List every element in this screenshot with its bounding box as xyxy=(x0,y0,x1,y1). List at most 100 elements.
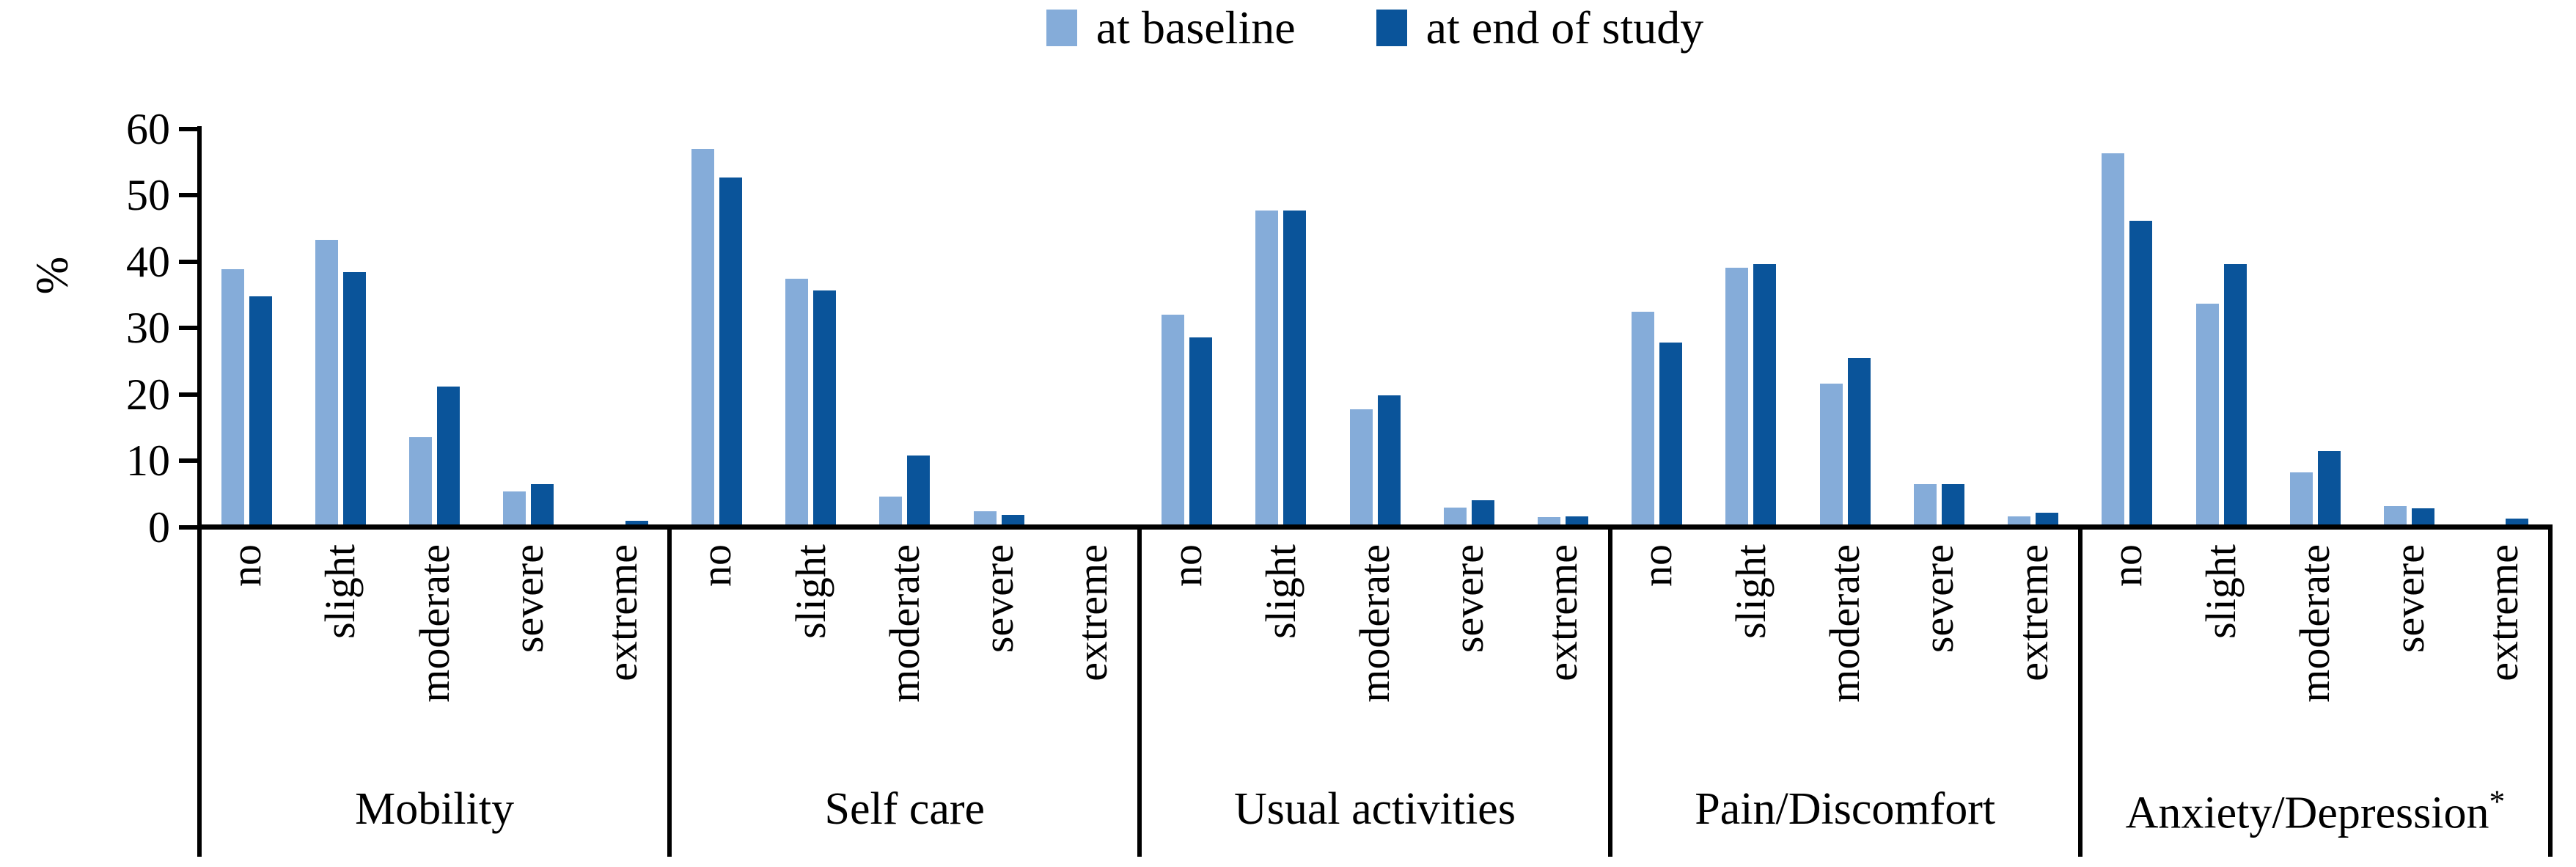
x-axis-line xyxy=(197,524,2553,530)
y-tick-mark xyxy=(179,458,199,463)
bar-pain-discomfort-slight-at-end-of-study xyxy=(1753,264,1777,524)
level-label-pain-discomfort-severe: severe xyxy=(1915,544,1963,654)
bar-self-care-moderate-at-end-of-study xyxy=(907,455,931,524)
bar-self-care-slight-at-end-of-study xyxy=(813,290,837,524)
level-label-pain-discomfort-slight: slight xyxy=(1726,544,1775,639)
level-label-usual-activities-severe: severe xyxy=(1445,544,1493,654)
bar-usual-activities-extreme-at-end-of-study xyxy=(1565,516,1588,524)
level-label-pain-discomfort-extreme: extreme xyxy=(2008,544,2057,681)
bar-usual-activities-slight-at-end-of-study xyxy=(1283,210,1307,524)
y-tick-mark xyxy=(179,326,199,330)
y-tick-label-20: 20 xyxy=(126,370,170,419)
bar-self-care-no-at-end-of-study xyxy=(719,177,742,524)
group-divider xyxy=(1137,524,1142,857)
bar-anxiety-depression-moderate-at-baseline xyxy=(2289,472,2313,524)
bar-anxiety-depression-severe-at-end-of-study xyxy=(2412,508,2435,524)
level-label-self-care-severe: severe xyxy=(975,544,1023,654)
level-label-pain-discomfort-moderate: moderate xyxy=(1821,544,1869,703)
bar-usual-activities-no-at-end-of-study xyxy=(1189,337,1213,524)
bar-mobility-slight-at-baseline xyxy=(315,239,338,524)
level-label-usual-activities-no: no xyxy=(1162,544,1211,587)
level-label-anxiety-depression-severe: severe xyxy=(2385,544,2433,654)
group-divider xyxy=(1607,524,1612,857)
y-axis-line xyxy=(197,126,202,530)
level-label-mobility-severe: severe xyxy=(504,544,552,654)
legend-item-end-of-study: at end of study xyxy=(1376,1,1704,54)
bar-pain-discomfort-no-at-end-of-study xyxy=(1659,343,1683,524)
level-label-self-care-slight: slight xyxy=(786,544,834,639)
level-label-mobility-slight: slight xyxy=(316,544,364,639)
bar-pain-discomfort-slight-at-baseline xyxy=(1725,267,1749,524)
bar-pain-discomfort-extreme-at-end-of-study xyxy=(2036,512,2059,524)
bar-anxiety-depression-no-at-baseline xyxy=(2102,153,2125,524)
legend-swatch-end-of-study-icon xyxy=(1376,10,1407,46)
level-label-usual-activities-slight: slight xyxy=(1256,544,1304,639)
bar-pain-discomfort-severe-at-end-of-study xyxy=(1941,483,1964,524)
level-label-mobility-extreme: extreme xyxy=(598,544,647,681)
bar-mobility-no-at-baseline xyxy=(221,269,244,524)
bar-pain-discomfort-severe-at-baseline xyxy=(1913,483,1937,524)
level-label-mobility-no: no xyxy=(222,544,271,587)
legend-label-end-of-study: at end of study xyxy=(1425,1,1704,54)
y-tick-label-30: 30 xyxy=(126,304,170,352)
bar-pain-discomfort-moderate-at-end-of-study xyxy=(1847,357,1871,524)
bar-usual-activities-extreme-at-baseline xyxy=(1537,517,1560,524)
bar-anxiety-depression-no-at-end-of-study xyxy=(2129,220,2153,524)
y-tick-mark xyxy=(179,524,199,530)
legend-label-baseline: at baseline xyxy=(1096,1,1296,54)
bar-self-care-severe-at-end-of-study xyxy=(1001,515,1024,524)
y-tick-label-10: 10 xyxy=(126,436,170,485)
group-label-pain-discomfort: Pain/Discomfort xyxy=(1695,784,1996,834)
group-label-anxiety-depression: Anxiety/Depression* xyxy=(2125,784,2506,838)
legend-swatch-baseline-icon xyxy=(1046,10,1077,46)
level-label-self-care-no: no xyxy=(692,544,741,587)
bar-anxiety-depression-extreme-at-end-of-study xyxy=(2506,518,2529,524)
bar-mobility-no-at-end-of-study xyxy=(249,296,272,524)
bar-self-care-severe-at-baseline xyxy=(973,511,997,524)
y-tick-mark xyxy=(179,392,199,397)
group-divider xyxy=(667,524,672,857)
bar-usual-activities-moderate-at-end-of-study xyxy=(1377,395,1401,524)
level-label-usual-activities-moderate: moderate xyxy=(1351,544,1398,703)
chart-legend: at baseline at end of study xyxy=(199,4,2550,51)
level-label-mobility-moderate: moderate xyxy=(410,544,458,703)
bar-mobility-extreme-at-end-of-study xyxy=(625,520,648,524)
bar-anxiety-depression-slight-at-end-of-study xyxy=(2223,264,2247,524)
level-label-anxiety-depression-slight: slight xyxy=(2197,544,2245,639)
bar-mobility-severe-at-end-of-study xyxy=(531,483,554,524)
y-tick-label-40: 40 xyxy=(126,237,170,286)
bar-self-care-no-at-baseline xyxy=(691,148,714,524)
bar-pain-discomfort-extreme-at-baseline xyxy=(2008,516,2031,524)
y-tick-label-0: 0 xyxy=(148,502,170,552)
bar-anxiety-depression-moderate-at-end-of-study xyxy=(2317,451,2341,524)
level-label-self-care-extreme: extreme xyxy=(1068,544,1117,681)
level-label-pain-discomfort-no: no xyxy=(1632,544,1681,587)
bar-usual-activities-no-at-baseline xyxy=(1162,315,1185,524)
bar-usual-activities-slight-at-baseline xyxy=(1255,210,1279,524)
group-label-self-care: Self care xyxy=(824,784,986,834)
level-label-anxiety-depression-no: no xyxy=(2102,544,2151,587)
bar-anxiety-depression-severe-at-baseline xyxy=(2384,505,2407,524)
level-label-anxiety-depression-extreme: extreme xyxy=(2478,544,2527,681)
bar-pain-discomfort-no-at-baseline xyxy=(1632,312,1655,524)
legend-item-baseline: at baseline xyxy=(1046,4,1296,51)
bar-self-care-moderate-at-baseline xyxy=(879,496,903,524)
y-tick-mark xyxy=(179,126,199,131)
bar-usual-activities-severe-at-end-of-study xyxy=(1471,500,1494,524)
group-divider xyxy=(2077,524,2083,857)
group-divider xyxy=(197,524,202,857)
group-label-mobility: Mobility xyxy=(355,784,515,834)
bar-mobility-moderate-at-baseline xyxy=(409,436,433,524)
level-label-self-care-moderate: moderate xyxy=(880,544,928,703)
y-tick-mark xyxy=(179,193,199,197)
y-tick-label-60: 60 xyxy=(126,104,170,153)
bar-mobility-severe-at-baseline xyxy=(503,491,526,524)
bar-anxiety-depression-slight-at-baseline xyxy=(2195,303,2219,524)
bar-pain-discomfort-moderate-at-baseline xyxy=(1819,384,1843,524)
bar-usual-activities-moderate-at-baseline xyxy=(1349,409,1373,524)
group-label-usual-activities: Usual activities xyxy=(1234,784,1516,834)
bar-mobility-moderate-at-end-of-study xyxy=(437,386,460,524)
group-divider xyxy=(2548,524,2553,857)
level-label-usual-activities-extreme: extreme xyxy=(1538,544,1587,681)
